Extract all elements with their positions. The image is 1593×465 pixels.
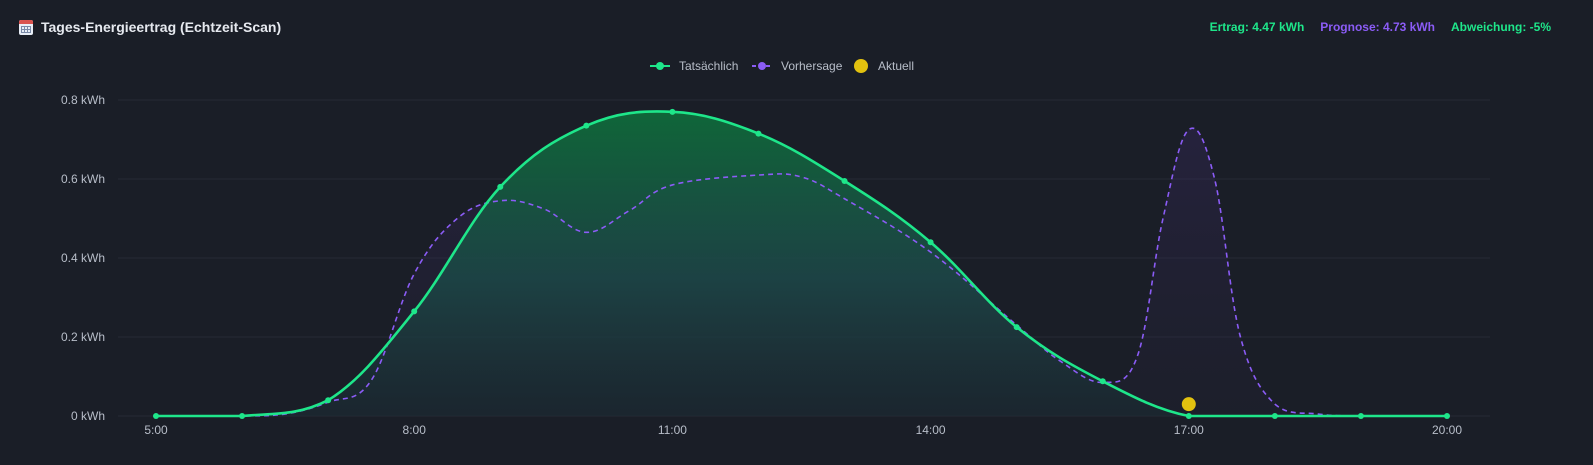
stat-abweichung: Abweichung: -5% xyxy=(1450,20,1551,34)
stat-prognose: Prognose: 4.73 kWh xyxy=(1320,20,1435,34)
calendar-icon xyxy=(19,19,33,35)
current-point xyxy=(1181,397,1196,412)
axis-layer: 0 kWh 0.2 kWh 0.4 kWh 0.6 kWh 0.8 kWh 5:00 8:0… xyxy=(61,93,1462,437)
actual-point xyxy=(497,183,504,190)
x-tick-label: 11:00 xyxy=(658,423,687,437)
actual-point xyxy=(927,239,934,246)
actual-point xyxy=(325,397,332,404)
forecast-line xyxy=(155,127,1447,417)
x-tick-label: 8:00 xyxy=(403,423,427,437)
x-tick-label: 20:00 xyxy=(1432,423,1462,437)
chart-title: Tages-Energieertrag (Echtzeit-Scan) xyxy=(41,19,282,35)
y-tick-label: 0.8 kWh xyxy=(61,93,105,107)
chart-header: Tages-Energieertrag (Echtzeit-Scan) xyxy=(19,19,281,35)
x-tick-label: 17:00 xyxy=(1174,423,1204,437)
actual-point xyxy=(1013,324,1020,331)
legend-actual-label: Tatsächlich xyxy=(679,59,738,73)
x-tick-label: 14:00 xyxy=(916,423,946,437)
actual-point xyxy=(1271,413,1278,419)
actual-point xyxy=(669,108,676,115)
actual-point xyxy=(1444,413,1450,419)
legend-current-marker xyxy=(854,59,868,73)
actual-line xyxy=(155,110,1447,418)
actual-area xyxy=(156,111,1447,416)
legend-current-label: Aktuell xyxy=(878,59,914,73)
actual-point xyxy=(1357,413,1364,419)
legend-actual-marker xyxy=(656,62,664,70)
legend-forecast-marker xyxy=(758,62,766,70)
line-layer xyxy=(155,110,1447,418)
actual-point xyxy=(583,122,590,129)
y-tick-label: 0.4 kWh xyxy=(61,251,105,265)
stats-bar: Ertrag: 4.47 kWh Prognose: 4.73 kWh Abwe… xyxy=(1210,20,1551,34)
actual-point xyxy=(755,130,762,137)
actual-point xyxy=(153,413,159,419)
x-tick-label: 5:00 xyxy=(144,423,168,437)
y-tick-label: 0.2 kWh xyxy=(61,330,105,344)
legend-forecast-label: Vorhersage xyxy=(781,59,843,73)
stat-ertrag: Ertrag: 4.47 kWh xyxy=(1209,20,1305,34)
area-layer xyxy=(156,111,1447,416)
actual-point xyxy=(239,413,246,419)
y-tick-label: 0.6 kWh xyxy=(61,172,105,186)
point-layer xyxy=(153,108,1450,419)
y-tick-label: 0 kWh xyxy=(71,409,105,423)
actual-point xyxy=(841,177,848,184)
legend[interactable]: Tatsächlich Vorhersage Aktuell xyxy=(650,59,914,73)
actual-point xyxy=(411,308,418,315)
actual-point xyxy=(1099,378,1106,385)
actual-point xyxy=(1185,413,1192,419)
